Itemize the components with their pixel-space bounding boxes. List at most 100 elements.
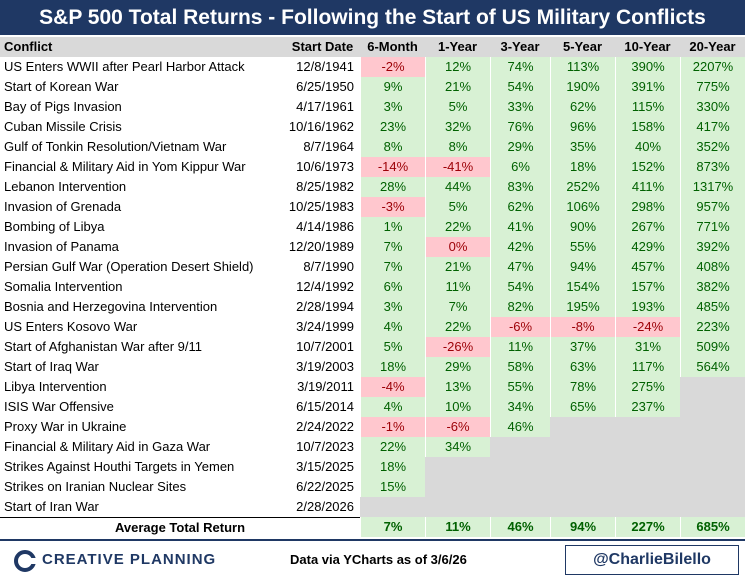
return-cell: 390%: [615, 57, 680, 77]
conflict: Strikes on Iranian Nuclear Sites: [4, 479, 187, 494]
empty-cell: [425, 457, 490, 477]
return-cell: 33%: [490, 97, 550, 117]
return-cell: 7%: [425, 297, 490, 317]
return-cell: 11%: [490, 337, 550, 357]
return-cell: 34%: [425, 437, 490, 457]
start-date: 4/17/1961: [296, 99, 354, 114]
start-date: 3/19/2003: [296, 359, 354, 374]
return-cell: -26%: [425, 337, 490, 357]
empty-cell: [425, 497, 490, 517]
start-date: 12/20/1989: [288, 239, 354, 254]
conflict: Somalia Intervention: [4, 279, 123, 294]
empty-cell: [615, 437, 680, 457]
conflict: Financial & Military Aid in Gaza War: [4, 439, 211, 454]
return-cell: 0%: [425, 237, 490, 257]
return-cell: 223%: [680, 317, 745, 337]
return-cell: 957%: [680, 197, 745, 217]
return-cell: 5%: [425, 97, 490, 117]
return-cell: 3%: [360, 97, 425, 117]
return-cell: 391%: [615, 77, 680, 97]
return-cell: 62%: [550, 97, 615, 117]
column-header: Conflict: [0, 37, 285, 57]
return-cell: 5%: [360, 337, 425, 357]
empty-cell: [680, 477, 745, 497]
return-cell: 873%: [680, 157, 745, 177]
handle: @CharlieBilello: [565, 545, 739, 575]
start-date: 6/22/2025: [296, 479, 354, 494]
return-cell: -6%: [425, 417, 490, 437]
conflict: Invasion of Panama: [4, 239, 119, 254]
return-cell: 7%: [360, 517, 425, 537]
logo-icon: [14, 550, 36, 572]
conflict: Libya Intervention: [4, 379, 107, 394]
return-cell: 6%: [360, 277, 425, 297]
empty-cell: [680, 377, 745, 397]
return-cell: 83%: [490, 177, 550, 197]
return-cell: -41%: [425, 157, 490, 177]
conflict: Proxy War in Ukraine: [4, 419, 127, 434]
return-cell: 37%: [550, 337, 615, 357]
empty-cell: [680, 457, 745, 477]
return-cell: 28%: [360, 177, 425, 197]
brand: CREATIVE PLANNING: [42, 551, 217, 568]
start-date: 3/24/1999: [296, 319, 354, 334]
return-cell: 54%: [490, 277, 550, 297]
empty-cell: [425, 477, 490, 497]
return-cell: 685%: [680, 517, 745, 537]
start-date: 10/7/2001: [296, 339, 354, 354]
return-cell: 21%: [425, 257, 490, 277]
return-cell: 18%: [550, 157, 615, 177]
return-cell: 34%: [490, 397, 550, 417]
return-cell: 252%: [550, 177, 615, 197]
empty-cell: [360, 497, 425, 517]
return-cell: 113%: [550, 57, 615, 77]
column-header: Start Date: [285, 37, 360, 57]
return-cell: 6%: [490, 157, 550, 177]
return-cell: 330%: [680, 97, 745, 117]
return-cell: 29%: [425, 357, 490, 377]
return-cell: 46%: [490, 417, 550, 437]
empty-cell: [615, 457, 680, 477]
return-cell: 29%: [490, 137, 550, 157]
return-cell: 429%: [615, 237, 680, 257]
start-date: 10/25/1983: [288, 199, 354, 214]
return-cell: 193%: [615, 297, 680, 317]
return-cell: -8%: [550, 317, 615, 337]
start-date: 2/28/1994: [296, 299, 354, 314]
start-date: 10/16/1962: [288, 119, 354, 134]
return-cell: 564%: [680, 357, 745, 377]
start-date: 10/7/2023: [296, 439, 354, 454]
conflict: Strikes Against Houthi Targets in Yemen: [4, 459, 235, 474]
return-cell: 94%: [550, 517, 615, 537]
return-cell: 275%: [615, 377, 680, 397]
empty-cell: [680, 417, 745, 437]
empty-cell: [550, 477, 615, 497]
return-cell: 2207%: [680, 57, 745, 77]
average-label: Average Total Return: [0, 517, 360, 537]
return-cell: 485%: [680, 297, 745, 317]
return-cell: 11%: [425, 277, 490, 297]
return-cell: -4%: [360, 377, 425, 397]
return-cell: 115%: [615, 97, 680, 117]
return-cell: 227%: [615, 517, 680, 537]
return-cell: 96%: [550, 117, 615, 137]
conflict: Start of Afghanistan War after 9/11: [4, 339, 202, 354]
return-cell: 237%: [615, 397, 680, 417]
return-cell: 417%: [680, 117, 745, 137]
return-cell: 1%: [360, 217, 425, 237]
empty-cell: [490, 437, 550, 457]
return-cell: 157%: [615, 277, 680, 297]
return-cell: 352%: [680, 137, 745, 157]
empty-cell: [550, 497, 615, 517]
conflict: US Enters Kosovo War: [4, 319, 138, 334]
return-cell: 35%: [550, 137, 615, 157]
empty-cell: [615, 497, 680, 517]
conflict: Start of Iran War: [4, 499, 99, 514]
return-cell: 7%: [360, 257, 425, 277]
start-date: 2/28/2026: [296, 499, 354, 514]
return-cell: 13%: [425, 377, 490, 397]
return-cell: -3%: [360, 197, 425, 217]
return-cell: 8%: [360, 137, 425, 157]
return-cell: 117%: [615, 357, 680, 377]
return-cell: 267%: [615, 217, 680, 237]
